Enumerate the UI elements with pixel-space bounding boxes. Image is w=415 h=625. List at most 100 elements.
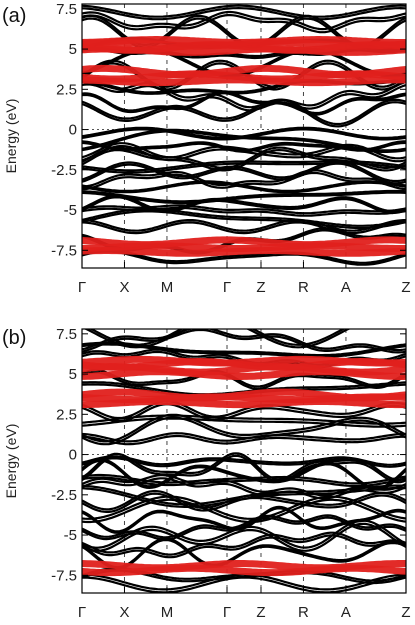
x-tick-label: Γ (78, 279, 86, 296)
projected-band-line (82, 64, 406, 79)
band-line (82, 459, 406, 491)
x-tick-label: Z (401, 604, 410, 621)
x-tick-label: Γ (223, 279, 231, 296)
band-line (82, 455, 406, 466)
x-tick-label: A (341, 279, 351, 296)
y-tick-label: 7.5 (56, 326, 77, 343)
x-tick-label: Z (256, 279, 265, 296)
y-tick-label: -7.5 (51, 242, 77, 259)
band-line (82, 204, 406, 215)
band-line (82, 171, 406, 191)
band-line (82, 221, 406, 235)
x-tick-label: X (119, 279, 129, 296)
y-tick-label: -2.5 (51, 162, 77, 179)
band-line (82, 148, 406, 172)
band-line (82, 403, 406, 423)
y-axis-label: Energy (eV) (3, 424, 19, 499)
band-line (82, 413, 406, 443)
band-line (82, 98, 406, 126)
band-line (82, 6, 406, 21)
band-line (82, 83, 406, 112)
band-line (82, 180, 406, 192)
band-line (82, 181, 406, 194)
band-line (82, 457, 406, 468)
band-line (82, 92, 406, 116)
x-tick-label: M (161, 279, 174, 296)
band-line (82, 531, 406, 556)
band-line (82, 537, 406, 569)
x-tick-label: A (341, 604, 351, 621)
band-line (82, 14, 406, 34)
y-tick-label: 0 (69, 447, 77, 464)
y-tick-label: -5 (64, 202, 77, 219)
band-line (82, 169, 406, 188)
y-tick-label: -2.5 (51, 487, 77, 504)
band-line (82, 126, 406, 139)
y-tick-label: -7.5 (51, 567, 77, 584)
panel-label: (b) (2, 327, 26, 349)
projected-band-line (82, 388, 406, 402)
band-line (82, 162, 406, 185)
plot-frame (81, 3, 407, 269)
x-tick-label: M (161, 604, 174, 621)
band-line (82, 457, 406, 490)
projected-band-line (82, 236, 406, 249)
band-line (82, 329, 406, 354)
band-line (82, 90, 406, 115)
y-axis-label: Energy (eV) (3, 99, 19, 174)
bands-group (82, 4, 406, 266)
band-line (82, 101, 406, 128)
y-tick-label: 5 (69, 41, 77, 58)
x-tick-label: R (298, 604, 309, 621)
x-tick-label: X (119, 604, 129, 621)
projected-band-line (82, 355, 406, 367)
y-tick-label: 5 (69, 366, 77, 383)
band-line (82, 10, 406, 31)
band-line (82, 128, 406, 141)
plot-frame (81, 328, 407, 594)
band-line (88, 329, 346, 346)
y-tick-label: 2.5 (56, 406, 77, 423)
band-line (82, 206, 406, 217)
x-tick-label: Γ (223, 604, 231, 621)
band-line (83, 329, 351, 349)
band-line (82, 416, 406, 446)
band-line (82, 146, 406, 169)
band-line (82, 417, 406, 428)
band-line (82, 514, 406, 539)
band-line (82, 371, 406, 390)
band-line (82, 505, 406, 533)
band-line (82, 250, 406, 266)
band-line (82, 400, 406, 420)
bands-group (82, 329, 406, 593)
projected-band-line (82, 36, 406, 46)
band-line (82, 329, 406, 352)
band-line (82, 194, 406, 213)
band-line (82, 191, 406, 205)
panel-label: (a) (2, 5, 26, 27)
band-line (82, 210, 406, 230)
band-line (82, 141, 406, 153)
band-line (82, 4, 406, 18)
x-tick-label: Z (256, 604, 265, 621)
band-line (82, 196, 406, 215)
band-line (82, 142, 406, 160)
band-line (82, 454, 406, 484)
x-tick-label: Z (401, 279, 410, 296)
band-line (82, 368, 406, 388)
y-tick-label: 7.5 (56, 1, 77, 18)
x-tick-label: R (298, 279, 309, 296)
x-tick-label: Γ (78, 604, 86, 621)
band-line (82, 507, 406, 534)
y-tick-label: 0 (69, 122, 77, 139)
y-tick-label: -5 (64, 527, 77, 544)
band-line (82, 434, 406, 446)
panel-a: 7.5 5 2.5 0 -2.5 -5 -7.5 Γ X M Γ Z R A Z Energy (eV) (a) (2, 1, 411, 296)
y-tick-label: 2.5 (56, 81, 77, 98)
band-line (82, 538, 406, 570)
projected-band-line (82, 560, 406, 572)
panel-b: 7.5 5 2.5 0 -2.5 -5 -7.5 Γ X M Γ Z R A Z Energy (eV) (b) (2, 326, 411, 621)
band-line (82, 534, 406, 559)
band-line (82, 484, 406, 506)
